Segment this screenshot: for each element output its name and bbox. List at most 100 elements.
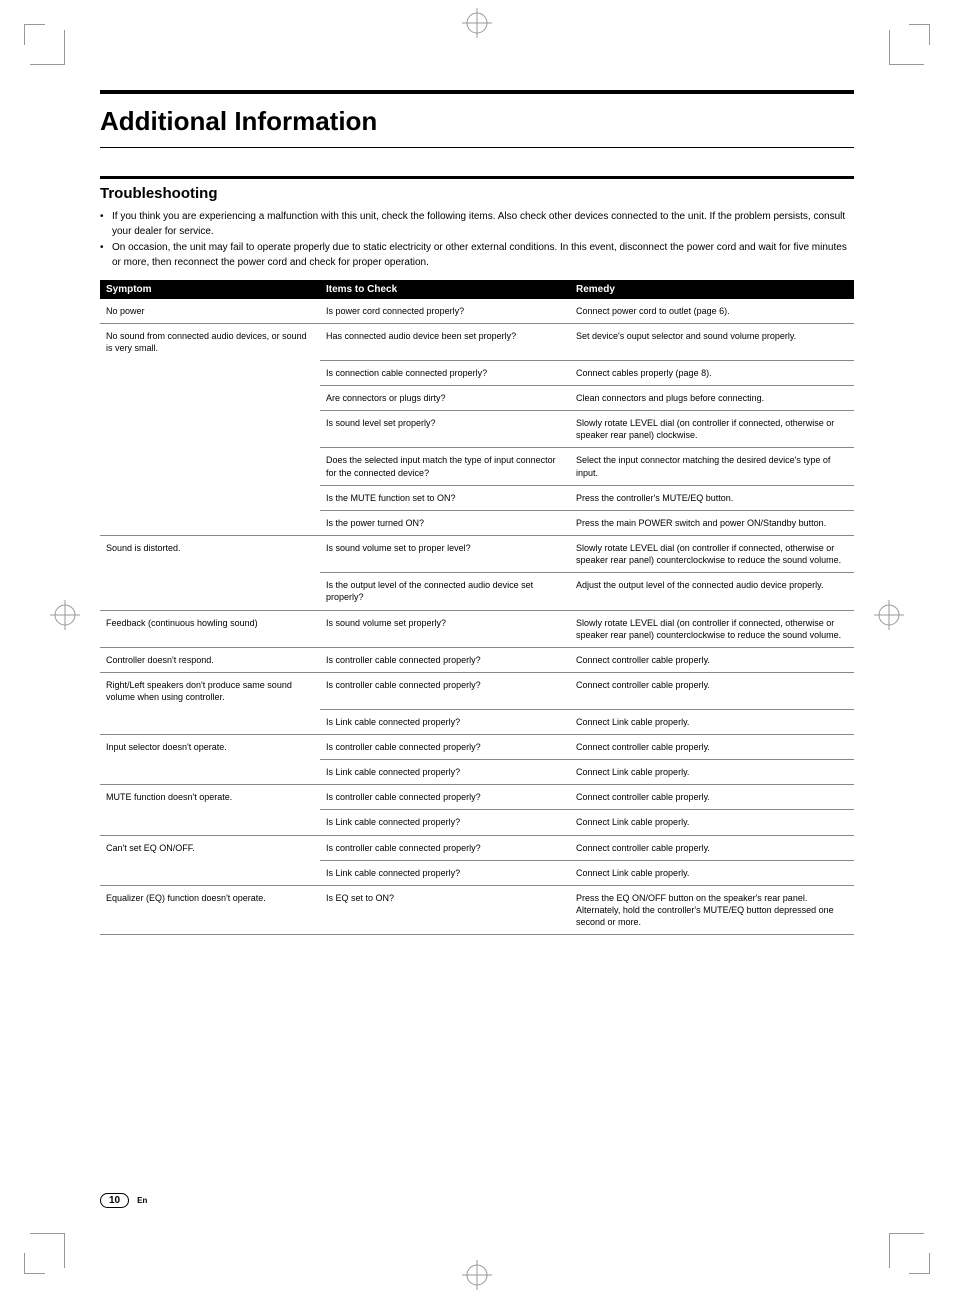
cell-remedy: Connect controller cable properly. [570,734,854,759]
cell-remedy: Connect Link cable properly. [570,709,854,734]
cell-symptom: No power [100,299,320,324]
cell-check: Does the selected input match the type o… [320,448,570,485]
cell-remedy: Set device's ouput selector and sound vo… [570,324,854,361]
table-row: Right/Left speakers don't produce same s… [100,673,854,710]
cell-check: Is controller cable connected properly? [320,673,570,710]
cell-symptom [100,360,320,385]
cell-symptom [100,810,320,835]
cell-check: Is sound volume set to proper level? [320,536,570,573]
cell-remedy: Slowly rotate LEVEL dial (on controller … [570,610,854,647]
cell-symptom: Input selector doesn't operate. [100,734,320,759]
cell-check: Is controller cable connected properly? [320,835,570,860]
header-symptom: Symptom [100,280,320,299]
table-row: Sound is distorted.Is sound volume set t… [100,536,854,573]
cell-symptom: MUTE function doesn't operate. [100,785,320,810]
subsection-title: Troubleshooting [100,185,854,202]
cell-symptom: Feedback (continuous howling sound) [100,610,320,647]
table-row: Are connectors or plugs dirty?Clean conn… [100,386,854,411]
header-check: Items to Check [320,280,570,299]
cell-check: Is the output level of the connected aud… [320,573,570,610]
table-row: Can't set EQ ON/OFF.Is controller cable … [100,835,854,860]
cell-remedy: Connect Link cable properly. [570,810,854,835]
cell-symptom [100,860,320,885]
cell-symptom: Sound is distorted. [100,536,320,573]
cell-symptom [100,709,320,734]
cell-symptom [100,760,320,785]
cell-symptom [100,485,320,510]
table-row: Is sound level set properly?Slowly rotat… [100,411,854,448]
table-header-row: Symptom Items to Check Remedy [100,280,854,299]
intro-bullets: •If you think you are experiencing a mal… [100,210,854,270]
subsection-rule [100,176,854,179]
cell-remedy: Clean connectors and plugs before connec… [570,386,854,411]
cell-check: Is Link cable connected properly? [320,860,570,885]
cell-symptom: Equalizer (EQ) function doesn't operate. [100,885,320,934]
table-row: Feedback (continuous howling sound)Is so… [100,610,854,647]
cell-symptom [100,510,320,535]
cell-symptom [100,573,320,610]
cell-remedy: Slowly rotate LEVEL dial (on controller … [570,536,854,573]
header-remedy: Remedy [570,280,854,299]
cell-remedy: Connect Link cable properly. [570,860,854,885]
cell-check: Is EQ set to ON? [320,885,570,934]
cell-symptom [100,411,320,448]
cell-remedy: Slowly rotate LEVEL dial (on controller … [570,411,854,448]
cell-remedy: Connect controller cable properly. [570,673,854,710]
cell-remedy: Connect controller cable properly. [570,647,854,672]
cell-symptom: No sound from connected audio devices, o… [100,324,320,361]
section-title: Additional Information [100,106,854,137]
cell-symptom: Can't set EQ ON/OFF. [100,835,320,860]
cell-symptom: Right/Left speakers don't produce same s… [100,673,320,710]
table-row: Is Link cable connected properly?Connect… [100,709,854,734]
section-title-rule [100,147,854,148]
table-row: Is the power turned ON?Press the main PO… [100,510,854,535]
table-row: Is the output level of the connected aud… [100,573,854,610]
cell-check: Are connectors or plugs dirty? [320,386,570,411]
cell-remedy: Connect power cord to outlet (page 6). [570,299,854,324]
table-row: Is the MUTE function set to ON?Press the… [100,485,854,510]
cell-check: Is Link cable connected properly? [320,760,570,785]
table-row: Input selector doesn't operate.Is contro… [100,734,854,759]
table-row: No sound from connected audio devices, o… [100,324,854,361]
cell-remedy: Select the input connector matching the … [570,448,854,485]
cell-remedy: Connect Link cable properly. [570,760,854,785]
cell-symptom [100,448,320,485]
bullet-text: If you think you are experiencing a malf… [112,210,854,239]
table-row: MUTE function doesn't operate.Is control… [100,785,854,810]
table-row: Controller doesn't respond.Is controller… [100,647,854,672]
cell-check: Is sound volume set properly? [320,610,570,647]
cell-check: Is the MUTE function set to ON? [320,485,570,510]
cell-check: Is sound level set properly? [320,411,570,448]
cell-check: Is Link cable connected properly? [320,709,570,734]
cell-check: Has connected audio device been set prop… [320,324,570,361]
cell-check: Is controller cable connected properly? [320,647,570,672]
table-row: No powerIs power cord connected properly… [100,299,854,324]
table-row: Is Link cable connected properly?Connect… [100,760,854,785]
cell-check: Is the power turned ON? [320,510,570,535]
table-row: Equalizer (EQ) function doesn't operate.… [100,885,854,934]
page-number: 10 [100,1193,129,1208]
bullet-dot: • [100,210,112,239]
language-code: En [137,1196,147,1205]
cell-check: Is controller cable connected properly? [320,785,570,810]
cell-remedy: Adjust the output level of the connected… [570,573,854,610]
cell-check: Is connection cable connected properly? [320,360,570,385]
cell-remedy: Connect controller cable properly. [570,785,854,810]
table-row: Does the selected input match the type o… [100,448,854,485]
document-page: Additional Information Troubleshooting •… [0,0,954,1298]
cell-check: Is Link cable connected properly? [320,810,570,835]
section-top-rule [100,90,854,94]
cell-check: Is controller cable connected properly? [320,734,570,759]
cell-remedy: Press the main POWER switch and power ON… [570,510,854,535]
cell-remedy: Connect controller cable properly. [570,835,854,860]
table-row: Is connection cable connected properly?C… [100,360,854,385]
page-footer: 10 En [100,1193,147,1208]
cell-check: Is power cord connected properly? [320,299,570,324]
cell-remedy: Connect cables properly (page 8). [570,360,854,385]
bullet-dot: • [100,241,112,270]
table-row: Is Link cable connected properly?Connect… [100,860,854,885]
cell-symptom: Controller doesn't respond. [100,647,320,672]
troubleshooting-table: Symptom Items to Check Remedy No powerIs… [100,280,854,935]
cell-remedy: Press the controller's MUTE/EQ button. [570,485,854,510]
cell-symptom [100,386,320,411]
